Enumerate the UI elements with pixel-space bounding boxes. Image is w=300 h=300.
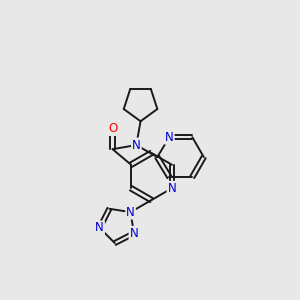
Text: N: N — [126, 206, 135, 219]
Text: N: N — [130, 227, 138, 240]
Text: N: N — [95, 221, 104, 234]
Text: N: N — [165, 131, 174, 144]
Text: N: N — [167, 182, 176, 195]
Text: N: N — [132, 139, 141, 152]
Text: O: O — [108, 122, 117, 135]
